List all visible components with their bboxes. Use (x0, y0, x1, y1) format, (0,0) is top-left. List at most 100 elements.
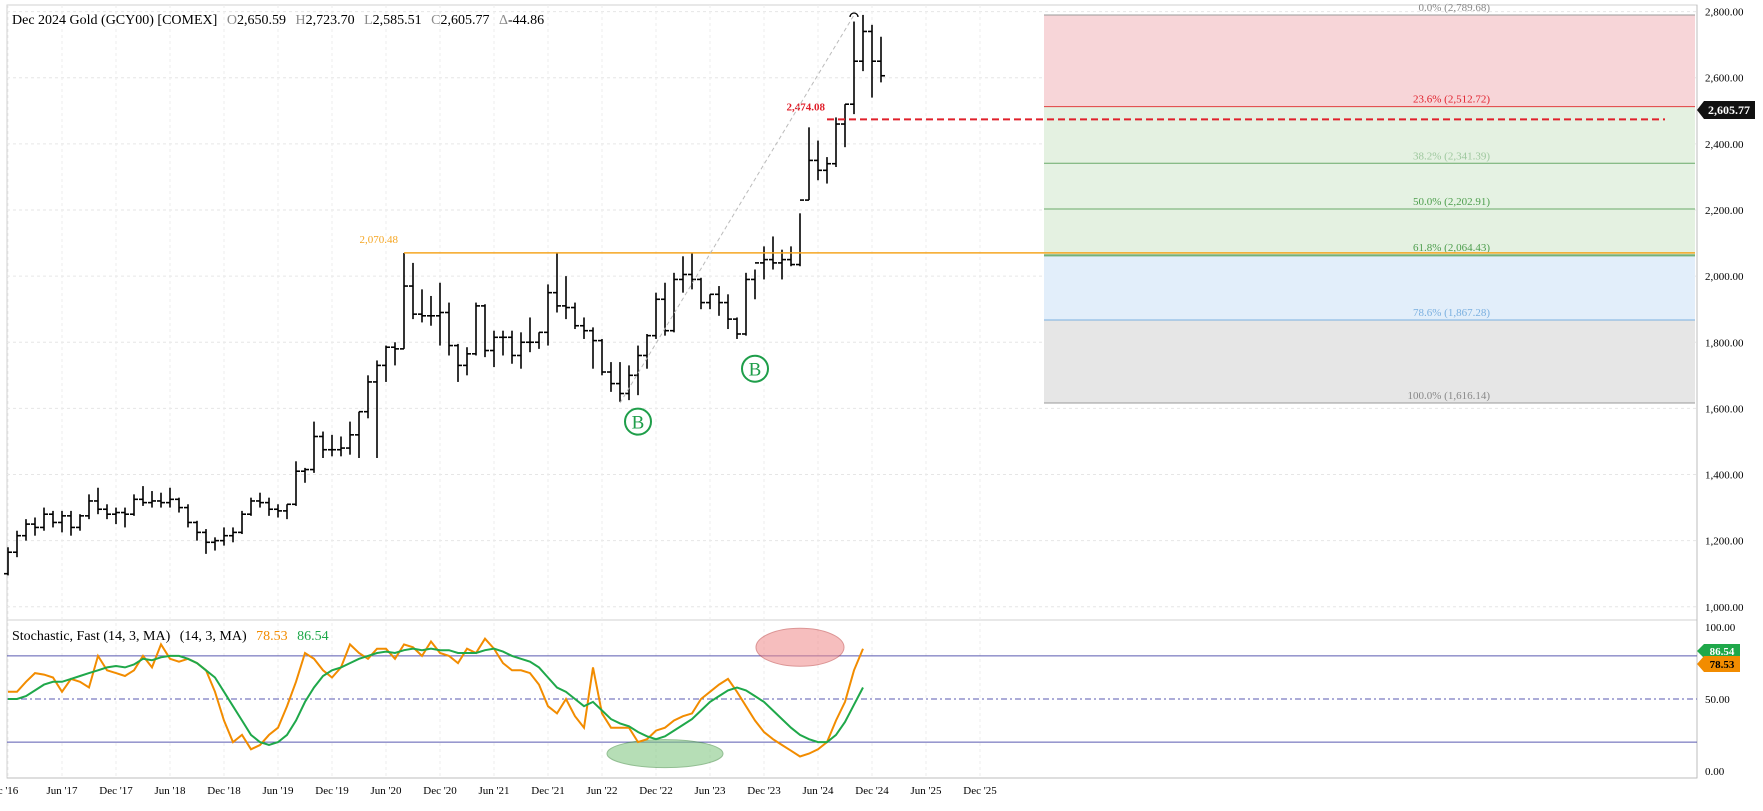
fib-level-label: 100.0% (1,616.14) (1408, 390, 1491, 402)
stoch-tick-label: 50.00 (1705, 694, 1730, 706)
ohlc-bar (220, 527, 228, 546)
ohlc-bar (364, 375, 372, 419)
ohlc-bar (508, 330, 516, 364)
ohlc-bar (211, 537, 219, 551)
ohlc-bar (184, 504, 192, 528)
x-tick-label: Jun '21 (478, 785, 509, 797)
ohlc-bar (544, 284, 552, 346)
x-tick-label: Dec '23 (747, 785, 781, 797)
ohlc-bar (175, 497, 183, 513)
ohlc-bar (94, 487, 102, 515)
ohlc-bar (688, 252, 696, 290)
fib-level-label: 78.6% (1,867.28) (1413, 307, 1490, 319)
ohlc-bar (787, 246, 795, 267)
ohlc-bar (328, 434, 336, 457)
ohlc-bar (265, 497, 273, 516)
ohlc-bar (238, 510, 246, 535)
low-label: L (364, 13, 373, 28)
fib-level-label: 50.0% (2,202.91) (1413, 196, 1490, 208)
ohlc-bar (751, 262, 759, 300)
close-value: 2,605.77 (440, 13, 489, 28)
ohlc-bar (391, 342, 399, 366)
svg-text:Dec 2024 Gold (GCY00) [COMEX]: Dec 2024 Gold (GCY00) [COMEX] O2,650.59 … (12, 13, 544, 28)
ohlc-bar (724, 294, 732, 330)
ohlc-bar (355, 410, 363, 458)
ohlc-bar (22, 519, 30, 541)
fib-zone (1044, 15, 1695, 107)
price-tick-label: 1,400.00 (1705, 470, 1744, 482)
ohlc-bar (292, 461, 300, 506)
ohlc-bar (319, 431, 327, 458)
ohlc-bar (472, 302, 480, 356)
ohlc-bar (274, 504, 282, 518)
high-label: H (295, 13, 305, 28)
ohlc-bar (130, 494, 138, 516)
ohlc-bar (517, 332, 525, 369)
fib-level-label: 61.8% (2,064.43) (1413, 242, 1490, 254)
fib-level-label: 23.6% (2,512.72) (1413, 94, 1490, 106)
ohlc-bar (229, 527, 237, 543)
ohlc-bar (814, 140, 822, 181)
ohlc-bar (418, 289, 426, 323)
ohlc-bar (868, 24, 876, 98)
ohlc-bar (580, 317, 588, 339)
stoch-k-badge: 78.53 (1697, 656, 1740, 672)
price-tick-label: 1,200.00 (1705, 536, 1744, 548)
buy-marker-label: B (632, 413, 645, 434)
stoch-tick-label: 0.00 (1705, 766, 1725, 778)
ohlc-bar (283, 503, 291, 520)
x-tick-label: Dec '25 (963, 785, 997, 797)
ohlc-bar (247, 497, 255, 516)
x-tick-label: Jun '23 (694, 785, 726, 797)
price-tick-label: 1,000.00 (1705, 602, 1744, 614)
ohlc-bar (643, 333, 651, 369)
price-tick-label: 2,200.00 (1705, 205, 1744, 217)
ohlc-bar (652, 292, 660, 339)
x-tick-label: Jun '24 (802, 785, 834, 797)
ohlc-bar (706, 293, 714, 310)
ohlc-bar (103, 504, 111, 520)
x-tick-label: Dec '18 (207, 785, 241, 797)
stoch-d-badge-text: 86.54 (1710, 646, 1735, 658)
ohlc-bar (400, 252, 408, 350)
ohlc-bar (337, 436, 345, 457)
x-tick-label: Jun '19 (262, 785, 294, 797)
ohlc-bar (373, 360, 381, 458)
ohlc-bar (148, 491, 156, 508)
ohlc-bar (679, 256, 687, 293)
ohlc-bar (589, 327, 597, 369)
ohlc-bar (733, 317, 741, 339)
ohlc-bar (697, 277, 705, 310)
ohlc-bar (616, 362, 624, 402)
ohlc-bar (877, 36, 885, 83)
ohlc-bar (778, 249, 786, 280)
buy-marker-circle (741, 354, 769, 383)
x-tick-label: Dec '24 (855, 785, 889, 797)
ohlc-bar (301, 467, 309, 483)
x-tick-label: Jun '22 (586, 785, 617, 797)
ohlc-bar (166, 487, 174, 508)
ohlc-bar (796, 199, 804, 267)
ohlc-bar (607, 362, 615, 392)
ohlc-bar (76, 514, 84, 531)
resistance-label: 2,070.48 (360, 234, 399, 246)
buy-marker-circle (624, 407, 652, 436)
ohlc-bar (742, 272, 750, 336)
low-value: 2,585.51 (373, 13, 422, 28)
x-tick-label: Dec '21 (531, 785, 564, 797)
stoch-k-line (8, 637, 864, 758)
fib-level-label: 38.2% (2,341.39) (1413, 150, 1490, 162)
ohlc-bar (760, 246, 768, 280)
ohlc-bar (40, 507, 48, 531)
support-label: 2,474.08 (787, 101, 826, 113)
ohlc-bar (346, 421, 354, 455)
x-tick-label: Dec '20 (423, 785, 457, 797)
ohlc-bar (445, 302, 453, 356)
last-price-badge: 2,605.77 (1697, 101, 1755, 119)
x-tick-label: Jun '18 (154, 785, 186, 797)
fib-trendline (619, 14, 855, 404)
ohlc-bar (625, 365, 633, 401)
stoch-k-badge-text: 78.53 (1710, 659, 1735, 671)
fib-zone (1044, 163, 1695, 210)
